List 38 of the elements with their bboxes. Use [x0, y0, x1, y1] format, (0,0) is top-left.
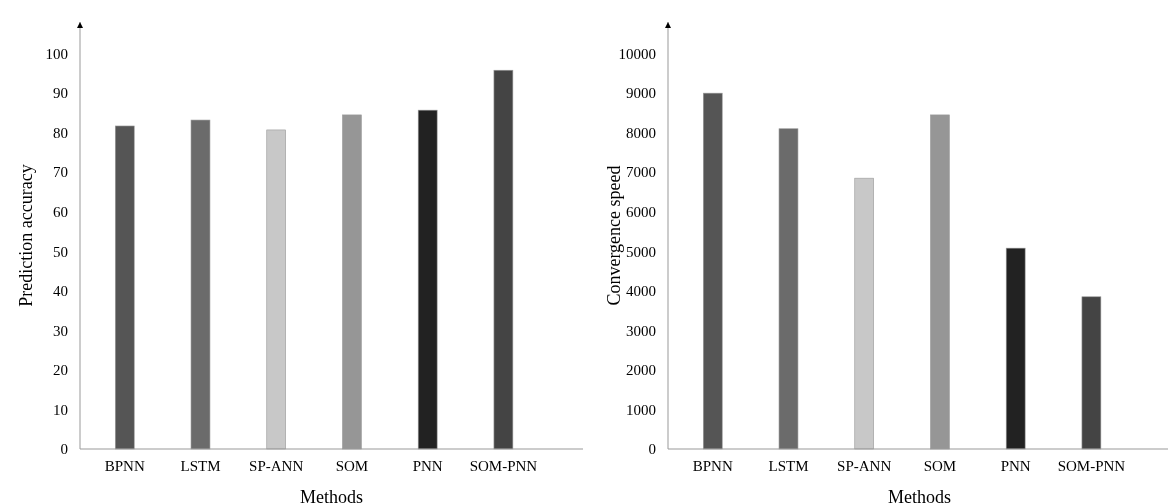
x-tick-label: BPNN — [692, 458, 733, 474]
y-tick-label: 90 — [53, 85, 68, 102]
y-axis-title: Prediction accuracy — [16, 164, 36, 307]
x-tick-label: LSTM — [768, 458, 809, 474]
x-tick-label: PNN — [412, 458, 443, 474]
y-tick-label: 30 — [53, 322, 68, 339]
y-tick-label: 8000 — [626, 124, 656, 141]
y-tick-label: 100 — [45, 45, 68, 62]
y-tick-label: 20 — [53, 362, 68, 379]
x-axis-title: Methods — [888, 487, 951, 503]
y-tick-label: 0 — [648, 441, 656, 458]
y-tick-label: 60 — [53, 204, 68, 221]
x-tick-label: BPNN — [104, 458, 145, 474]
x-tick-label: PNN — [1000, 458, 1031, 474]
y-tick-label: 7000 — [626, 164, 656, 181]
y-tick-label: 10 — [53, 401, 68, 418]
y-tick-label: 80 — [53, 124, 68, 141]
y-tick-label: 4000 — [626, 283, 656, 300]
y-tick-label: 0 — [60, 441, 68, 458]
x-tick-label: SOM-PNN — [1057, 458, 1126, 474]
y-tick-label: 9000 — [626, 85, 656, 102]
y-tick-label: 40 — [53, 283, 68, 300]
x-tick-label: SOM — [335, 458, 369, 474]
y-axis-title: Convergence speed — [604, 165, 624, 306]
x-tick-label: SOM — [923, 458, 957, 474]
x-tick-label: LSTM — [180, 458, 221, 474]
y-tick-label: 1000 — [626, 401, 656, 418]
y-tick-label: 10000 — [618, 45, 656, 62]
y-tick-label: 2000 — [626, 362, 656, 379]
x-tick-label: SP-ANN — [249, 458, 304, 474]
y-tick-label: 5000 — [626, 243, 656, 260]
y-tick-label: 3000 — [626, 322, 656, 339]
x-axis-title: Methods — [300, 487, 363, 503]
y-tick-label: 6000 — [626, 204, 656, 221]
y-tick-label: 50 — [53, 243, 68, 260]
x-tick-label: SOM-PNN — [469, 458, 538, 474]
x-tick-label: SP-ANN — [837, 458, 892, 474]
y-tick-label: 70 — [53, 164, 68, 181]
